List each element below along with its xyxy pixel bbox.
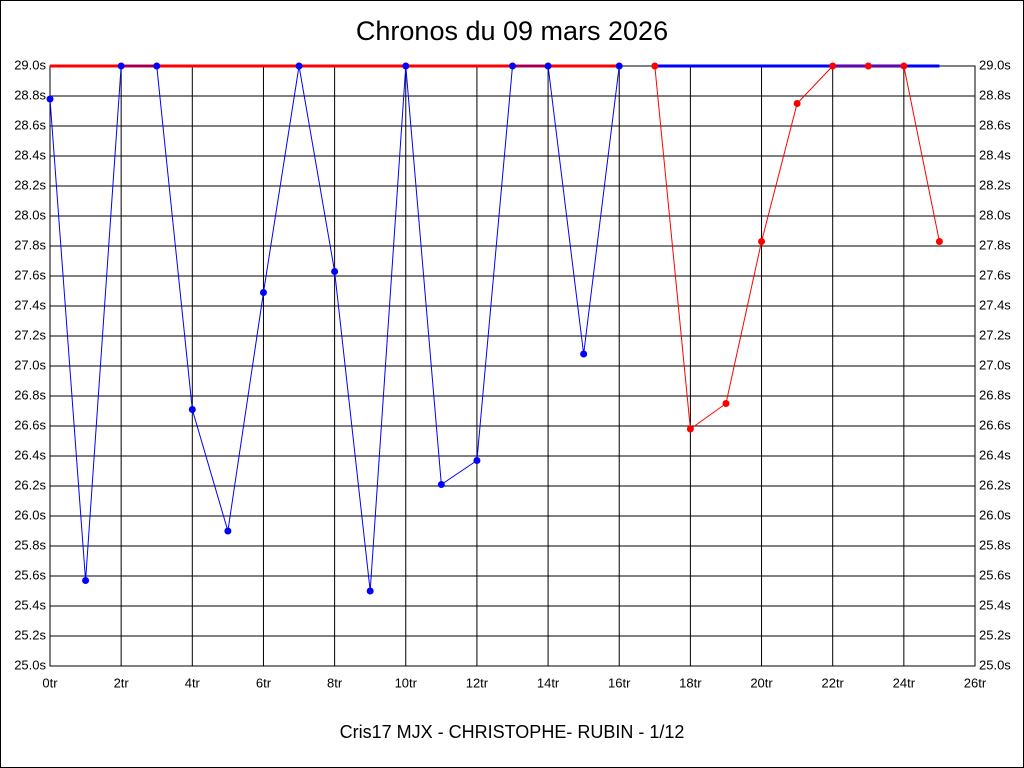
point <box>46 95 54 103</box>
y2-tick-label: 26.0s <box>979 507 1011 522</box>
x-tick-label: 20tr <box>750 675 773 690</box>
y-tick-label: 27.4s <box>14 297 46 312</box>
y2-tick-label: 25.0s <box>979 657 1011 672</box>
point <box>117 62 125 70</box>
point <box>758 238 766 245</box>
point <box>900 62 908 70</box>
y-tick-label: 25.0s <box>14 657 46 672</box>
y-tick-label: 26.2s <box>14 477 46 492</box>
x-tick-label: 10tr <box>395 675 418 690</box>
chart-title: Chronos du 09 mars 2026 <box>356 16 668 46</box>
x-tick-label: 4tr <box>185 675 201 690</box>
point <box>722 400 730 407</box>
y2-tick-label: 27.0s <box>979 357 1011 372</box>
y2-tick-label: 25.6s <box>979 567 1011 582</box>
y-tick-label: 28.6s <box>14 117 46 132</box>
y-tick-label: 26.4s <box>14 447 46 462</box>
y-tick-label: 28.0s <box>14 207 46 222</box>
x-tick-label: 26tr <box>964 675 987 690</box>
x-tick-label: 12tr <box>466 675 489 690</box>
x-tick-label: 14tr <box>537 675 560 690</box>
y2-tick-label: 28.4s <box>979 147 1011 162</box>
y-tick-label: 27.2s <box>14 327 46 342</box>
y2-tick-label: 25.2s <box>979 627 1011 642</box>
y-tick-label: 26.6s <box>14 417 46 432</box>
y-tick-label: 26.8s <box>14 387 46 402</box>
y2-tick-label: 25.8s <box>979 537 1011 552</box>
point <box>615 62 623 70</box>
y-tick-label: 25.2s <box>14 627 46 642</box>
y2-tick-label: 26.6s <box>979 417 1011 432</box>
y2-tick-label: 27.2s <box>979 327 1011 342</box>
y-tick-label: 27.0s <box>14 357 46 372</box>
y-tick-label: 26.0s <box>14 507 46 522</box>
point <box>509 62 516 70</box>
point <box>331 268 339 275</box>
y2-tick-label: 27.4s <box>979 297 1011 312</box>
point <box>686 425 694 433</box>
point <box>224 527 232 535</box>
y2-tick-label: 28.8s <box>979 87 1011 102</box>
y-tick-label: 29.0s <box>14 57 46 72</box>
point <box>188 406 196 413</box>
point <box>651 62 659 70</box>
y2-tick-label: 26.4s <box>979 447 1011 462</box>
y2-tick-label: 26.8s <box>979 387 1011 402</box>
y2-tick-label: 28.2s <box>979 177 1011 192</box>
point <box>473 457 481 464</box>
y2-tick-label: 28.6s <box>979 117 1011 132</box>
y2-tick-label: 28.0s <box>979 207 1011 222</box>
x-tick-label: 18tr <box>679 675 702 690</box>
point <box>295 62 303 70</box>
y2-tick-label: 27.8s <box>979 237 1011 252</box>
x-tick-label: 6tr <box>256 675 272 690</box>
x-tick-label: 8tr <box>327 675 343 690</box>
y-tick-label: 25.6s <box>14 567 46 582</box>
y2-tick-label: 26.2s <box>979 477 1011 492</box>
point <box>829 62 837 70</box>
x-tick-label: 16tr <box>608 675 631 690</box>
point <box>544 62 552 70</box>
y-tick-label: 25.4s <box>14 597 46 612</box>
y-tick-label: 25.8s <box>14 537 46 552</box>
x-tick-label: 22tr <box>821 675 844 690</box>
y-tick-label: 28.2s <box>14 177 46 192</box>
x-tick-label: 24tr <box>893 675 916 690</box>
point <box>82 577 90 584</box>
y-tick-label: 28.8s <box>14 87 46 102</box>
point <box>153 62 161 70</box>
y-tick-label: 28.4s <box>14 147 46 162</box>
point <box>580 350 588 358</box>
x-axis-label: Cris17 MJX - CHRISTOPHE- RUBIN - 1/12 <box>340 722 685 742</box>
y2-tick-label: 27.6s <box>979 267 1011 282</box>
point <box>259 289 267 296</box>
point <box>437 481 445 488</box>
x-tick-label: 2tr <box>114 675 130 690</box>
y2-tick-label: 25.4s <box>979 597 1011 612</box>
y2-tick-label: 29.0s <box>979 57 1011 72</box>
point <box>935 238 943 245</box>
point <box>864 62 872 70</box>
point <box>366 587 374 595</box>
y-tick-label: 27.6s <box>14 267 46 282</box>
point <box>793 100 801 107</box>
point <box>402 62 410 70</box>
y-tick-label: 27.8s <box>14 237 46 252</box>
x-tick-label: 0tr <box>42 675 58 690</box>
